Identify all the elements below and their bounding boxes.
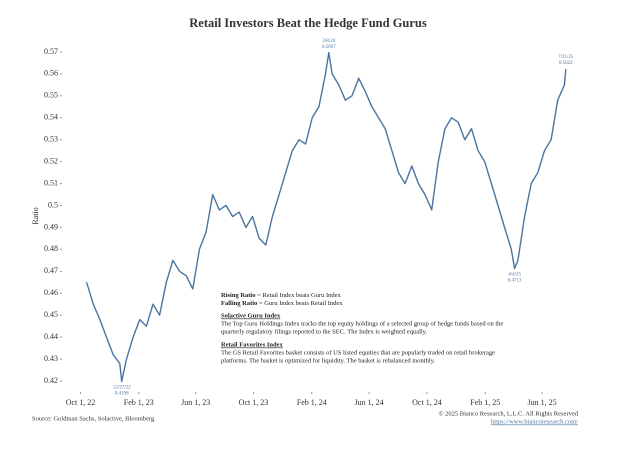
y-tick-label: 0.47 [44, 266, 58, 275]
x-tick-label: Jun 1, 23 [181, 398, 210, 407]
y-tick-label: 0.53 [44, 135, 58, 144]
annotation-value: 0.4198 [115, 392, 129, 397]
x-tick-label: Oct 1, 24 [412, 398, 442, 407]
x-tick-label: Oct 1, 23 [239, 398, 269, 407]
x-tick-label: Feb 1, 23 [124, 398, 154, 407]
y-tick-label: 0.57 [44, 47, 58, 56]
line [85, 51, 567, 383]
note-heading: Retail Favorites Index [221, 341, 283, 348]
annotation-date: 7/21/25 [558, 55, 574, 60]
chart-title: Retail Investors Beat the Hedge Fund Gur… [189, 16, 427, 30]
x-tick-label: Jun 1, 24 [355, 398, 384, 407]
y-tick-label: 0.49 [44, 222, 58, 231]
y-tick-label: 0.46 [44, 288, 58, 297]
y-tick-label: 0.56 [44, 69, 58, 78]
annotation-value: 0.5697 [322, 45, 336, 50]
note: The Top Guru Holdings Index tracks the t… [221, 320, 503, 327]
annotation-value: 0.4713 [508, 279, 522, 284]
x-tick-label: Feb 1, 24 [297, 398, 327, 407]
y-axis-label: Ratio [31, 207, 40, 224]
y-tick-label: 0.48 [44, 244, 58, 253]
y-tick-label: 0.51 [44, 178, 58, 187]
y-tick-label: 0.5 [48, 200, 58, 209]
source: Source: Goldman Sachs, Solactive, Bloomb… [32, 415, 155, 422]
note: platforms. The basket is optimized for l… [221, 357, 435, 364]
y-tick-label: 0.43 [44, 354, 58, 363]
y-tick-label: 0.45 [44, 310, 58, 319]
note: Rising Ratio = Retail Index beats Guru I… [221, 292, 342, 299]
note: quarterly regulatory filings reported to… [221, 328, 428, 335]
copyright: © 2025 Bianco Research, L.L.C. All Right… [439, 410, 579, 417]
y-tick-label: 0.52 [44, 156, 58, 165]
y-tick-label: 0.54 [44, 113, 58, 122]
url: https://www.biancoresearch.com/ [491, 418, 578, 425]
x-tick-label: Jun 1, 25 [528, 398, 557, 407]
x-tick-label: Feb 1, 25 [470, 398, 500, 407]
annotation-date: 4/4/25 [508, 273, 521, 278]
note-heading: Solactive Guru Index [221, 312, 281, 319]
notes: Rising Ratio = Retail Index beats Guru I… [221, 292, 503, 364]
annotation-value: 0.5622 [559, 61, 573, 66]
y-tick-label: 0.55 [44, 91, 58, 100]
annotation-date: 12/27/22 [113, 386, 131, 391]
x-tick-label: Oct 1, 22 [66, 398, 96, 407]
note: The GS Retail Favorites basket consists … [221, 349, 495, 356]
y-tick-label: 0.42 [44, 376, 58, 385]
note: Falling Ratio = Guru Index beats Retail … [221, 300, 343, 307]
annotation-date: 3/8/24 [322, 39, 335, 44]
y-tick-label: 0.44 [44, 332, 58, 341]
